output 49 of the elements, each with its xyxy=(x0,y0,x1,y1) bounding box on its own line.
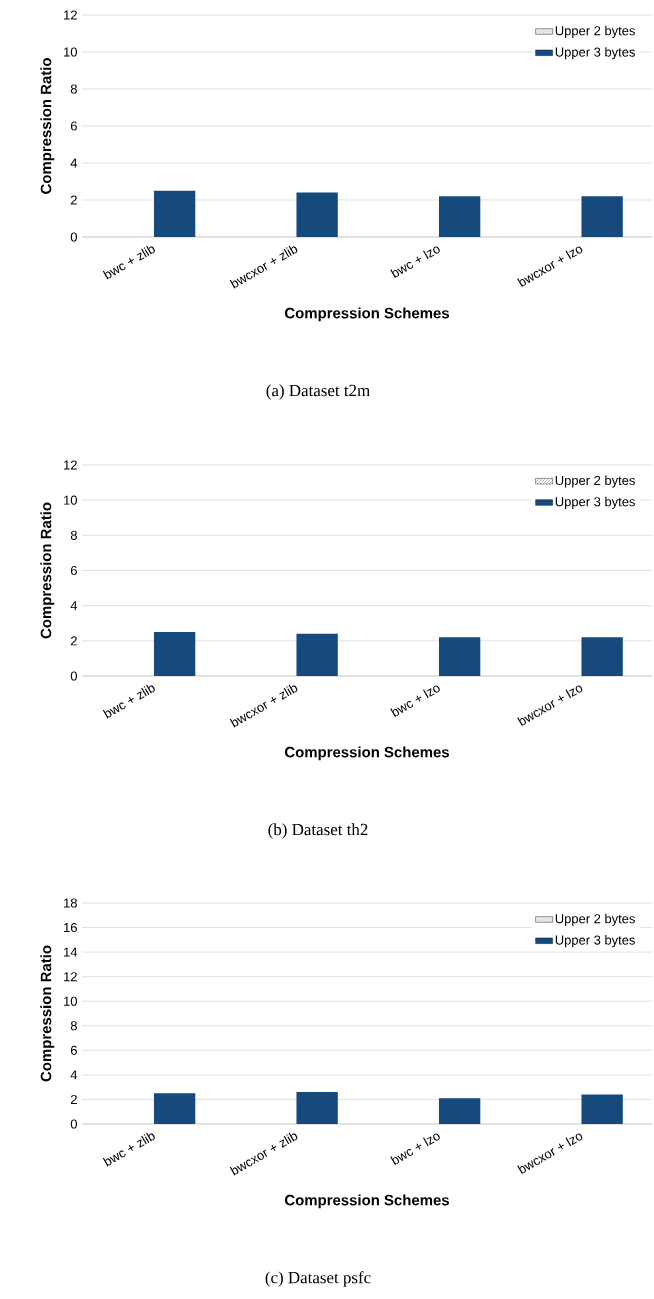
bar xyxy=(438,1098,481,1124)
legend-label: Upper 3 bytes xyxy=(555,935,635,948)
x-tick-label: bwc + zlib xyxy=(102,684,155,719)
bar xyxy=(153,1093,196,1124)
x-tick-label: bwc + zlib xyxy=(102,1132,155,1167)
y-tick-label: 12 xyxy=(64,972,77,982)
y-tick-label: 6 xyxy=(70,121,77,131)
x-axis-title: Compression Schemes xyxy=(284,1194,449,1209)
legend-label: Upper 3 bytes xyxy=(555,47,635,60)
y-tick-label: 0 xyxy=(70,232,77,242)
y-tick-label: 8 xyxy=(70,1021,77,1031)
y-tick-label: 10 xyxy=(64,996,77,1006)
legend-label: Upper 3 bytes xyxy=(555,496,635,509)
y-tick-label: 2 xyxy=(70,636,77,646)
y-tick-label: 10 xyxy=(64,47,77,57)
y-tick-label: 0 xyxy=(70,671,77,681)
y-axis-title: Compression Ratio xyxy=(40,58,55,194)
y-axis-title: Compression Ratio xyxy=(40,945,55,1082)
y-tick-label: 4 xyxy=(70,601,78,611)
x-tick-label: bwc + zlib xyxy=(102,245,155,280)
y-tick-label: 2 xyxy=(70,195,77,205)
bar xyxy=(581,1094,623,1124)
x-tick-label: bwc + lzo xyxy=(390,246,440,279)
x-tick-label: bwc + lzo xyxy=(390,685,440,718)
legend-label: Upper 2 bytes xyxy=(555,475,635,488)
y-tick-label: 4 xyxy=(70,158,78,168)
y-tick-label: 2 xyxy=(70,1094,77,1104)
y-tick-label: 0 xyxy=(70,1119,77,1129)
y-tick-label: 14 xyxy=(64,947,78,957)
text: (a) Dataset t2m xyxy=(266,384,370,400)
y-tick-label: 8 xyxy=(70,84,77,94)
y-tick-label: 12 xyxy=(64,460,77,470)
y-axis-title: Compression Ratio xyxy=(40,502,55,639)
x-axis-title: Compression Schemes xyxy=(284,746,449,761)
y-tick-label: 4 xyxy=(70,1070,78,1080)
y-tick-label: 18 xyxy=(64,898,77,908)
legend-label: Upper 2 bytes xyxy=(555,913,635,926)
y-tick-label: 6 xyxy=(70,1045,77,1055)
x-axis-title: Compression Schemes xyxy=(284,307,449,322)
bar xyxy=(296,1092,338,1124)
y-tick-label: 16 xyxy=(64,922,77,933)
x-tick-label: bwc + lzo xyxy=(390,1133,440,1166)
y-tick-label: 12 xyxy=(64,10,77,20)
legend-label: Upper 2 bytes xyxy=(555,25,635,38)
y-tick-label: 10 xyxy=(64,495,77,505)
text: (b) Dataset th2 xyxy=(268,823,368,839)
y-tick-label: 6 xyxy=(70,565,77,576)
text: (c) Dataset psfc xyxy=(265,1271,371,1287)
y-tick-label: 8 xyxy=(70,530,77,540)
